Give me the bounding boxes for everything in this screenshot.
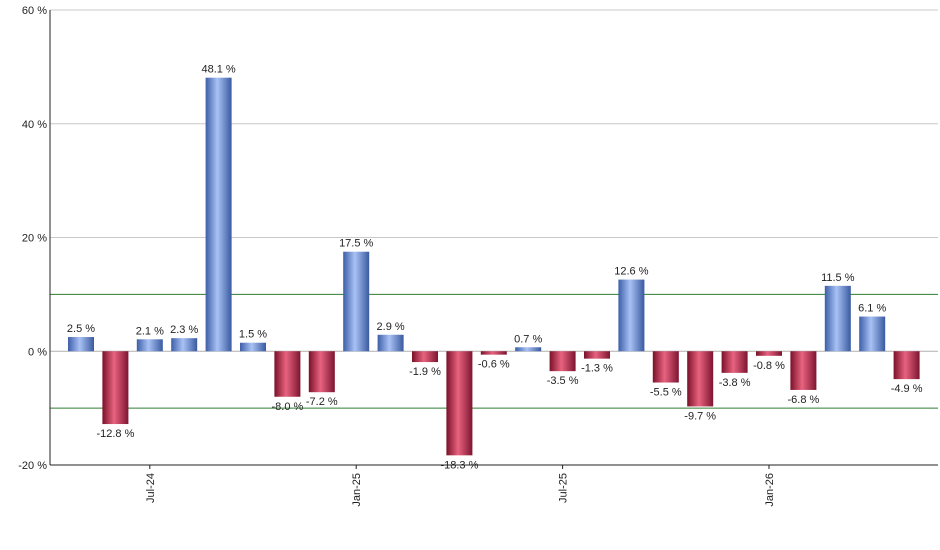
data-label: 2.1 % xyxy=(136,325,164,337)
data-label: -1.3 % xyxy=(581,363,613,375)
bar xyxy=(446,351,473,456)
data-label: 2.3 % xyxy=(170,324,198,336)
x-tick-label: Jan-26 xyxy=(764,473,776,507)
bar xyxy=(893,351,920,380)
bar xyxy=(549,351,576,372)
bar xyxy=(790,351,817,390)
reference-lines xyxy=(50,293,938,409)
bar xyxy=(136,339,163,352)
bar xyxy=(515,347,542,352)
data-label: -1.9 % xyxy=(409,366,441,378)
bar xyxy=(412,351,438,363)
bar xyxy=(652,351,679,383)
data-label: -9.7 % xyxy=(684,410,716,422)
y-tick-label: -20 % xyxy=(18,460,47,472)
bar xyxy=(171,338,198,352)
data-label: 0.7 % xyxy=(514,333,542,345)
data-label: -3.5 % xyxy=(547,375,579,387)
bar xyxy=(859,316,886,352)
data-label: -18.3 % xyxy=(440,459,478,471)
data-label: 6.1 % xyxy=(858,303,886,315)
data-label: 17.5 % xyxy=(339,238,373,250)
bars xyxy=(68,77,920,456)
data-labels: 2.5 %-12.8 %2.1 % 2.3 %48.1 %1.5 %-8.0 % -… xyxy=(67,64,923,472)
data-label: -0.6 % xyxy=(478,359,510,371)
data-label: 2.5 % xyxy=(67,323,95,335)
y-tick-label: 20 % xyxy=(22,233,47,245)
data-label: 1.5 % xyxy=(239,329,267,341)
data-label: 2.9 % xyxy=(377,321,405,333)
bar xyxy=(68,337,94,352)
bar xyxy=(377,334,404,352)
data-label: -8.0 % xyxy=(272,401,304,413)
bar xyxy=(274,351,301,397)
bar xyxy=(756,351,782,356)
bar xyxy=(618,279,645,352)
bar xyxy=(343,251,370,352)
bar xyxy=(308,351,335,393)
bar xyxy=(102,351,129,425)
data-label: -0.8 % xyxy=(753,360,785,372)
x-tick-label: Jul-25 xyxy=(558,473,570,503)
y-tick-label: 40 % xyxy=(22,119,47,131)
data-label: -7.2 % xyxy=(306,396,338,408)
axes: -20 % 0 % 20 % 40 % 60 % Jul-24 Jan-25 Jul-25 Ja… xyxy=(18,5,938,507)
data-label: -5.5 % xyxy=(650,387,682,399)
data-label: 11.5 % xyxy=(821,272,855,284)
data-label: -4.9 % xyxy=(891,383,923,395)
y-tick-label: 60 % xyxy=(22,5,47,17)
data-label: -6.8 % xyxy=(788,394,820,406)
bar xyxy=(824,285,851,352)
bar xyxy=(205,77,232,352)
data-label: -3.8 % xyxy=(719,377,751,389)
data-label: 48.1 % xyxy=(201,64,235,76)
bar xyxy=(480,351,507,355)
data-label: 12.6 % xyxy=(614,266,648,278)
bar xyxy=(584,351,610,359)
bar xyxy=(687,351,714,407)
y-tick-label: 0 % xyxy=(28,346,47,358)
data-label: -12.8 % xyxy=(96,428,134,440)
bar xyxy=(240,342,266,352)
bar xyxy=(721,351,748,373)
x-tick-label: Jul-24 xyxy=(145,473,157,503)
x-tick-label: Jan-25 xyxy=(351,473,363,507)
